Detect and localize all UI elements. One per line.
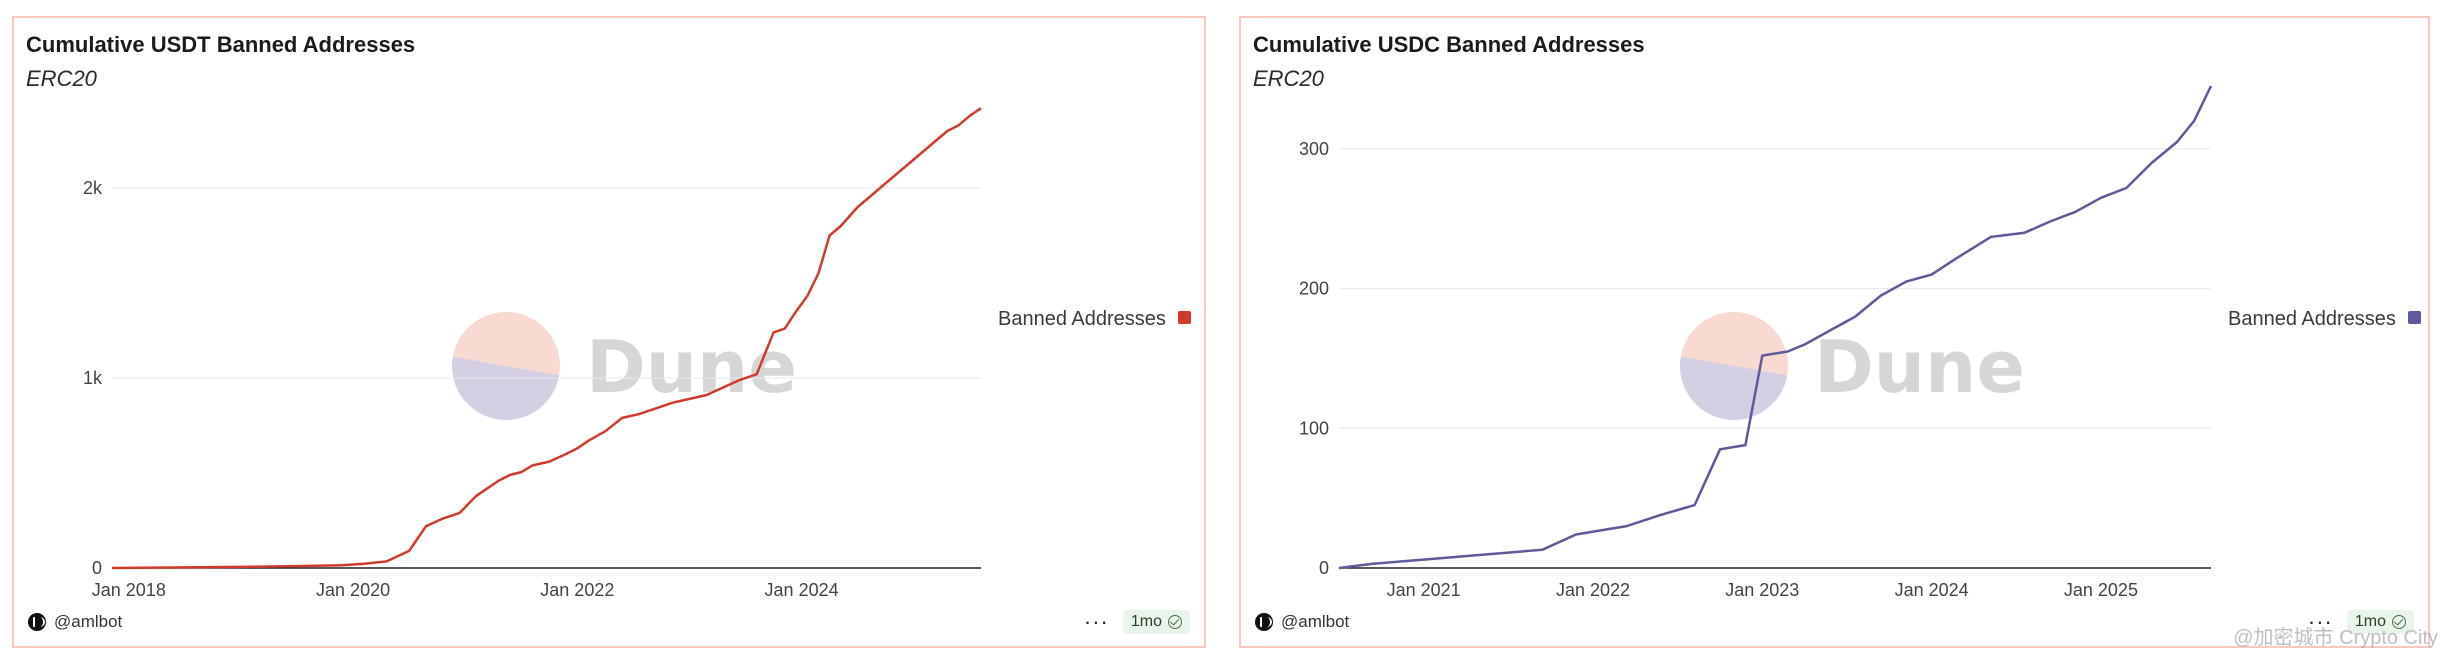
dune-logo-icon <box>1255 613 1273 631</box>
x-tick-label: Jan 2022 <box>540 580 614 600</box>
check-circle-icon <box>1168 615 1182 629</box>
x-tick-label: Jan 2021 <box>1387 580 1461 600</box>
y-tick-label: 0 <box>1319 558 1329 578</box>
x-tick-label: Jan 2020 <box>316 580 390 600</box>
more-options-icon[interactable]: ··· <box>1083 609 1109 634</box>
chart-footer: @amlbot <box>28 612 122 632</box>
y-tick-label: 1k <box>83 368 103 388</box>
chart-actions: ··· 1mo <box>2308 610 2414 634</box>
dune-watermark-text: Dune <box>1814 325 2025 409</box>
x-tick-label: Jan 2024 <box>1895 580 1969 600</box>
x-tick-label: Jan 2018 <box>92 580 166 600</box>
x-tick-label: Jan 2024 <box>765 580 839 600</box>
y-tick-label: 0 <box>92 558 102 578</box>
dune-watermark: Dune <box>452 312 797 420</box>
author-link[interactable]: @amlbot <box>1281 612 1350 631</box>
dune-watermark-logo-lower <box>452 356 560 420</box>
chart-subtitle: ERC20 <box>26 66 97 91</box>
x-tick-label: Jan 2023 <box>1725 580 1799 600</box>
y-tick-label: 2k <box>83 178 103 198</box>
legend-label: Banned Addresses <box>2228 308 2396 330</box>
y-tick-label: 300 <box>1299 139 1329 159</box>
legend-swatch <box>2408 311 2421 324</box>
chart-title: Cumulative USDT Banned Addresses <box>26 32 416 57</box>
check-circle-icon <box>2392 615 2406 629</box>
y-tick-label: 100 <box>1299 418 1329 438</box>
freshness-label: 1mo <box>2354 613 2386 630</box>
chart-canvas-usdc: Dune 0 100 200 300 Jan 2021 Jan 2022 Jan 2023 Ja… <box>1299 85 2421 600</box>
dune-logo-icon <box>28 613 46 631</box>
freshness-badge[interactable]: 1mo <box>2346 610 2414 634</box>
series-line <box>1338 85 2213 570</box>
freshness-badge[interactable]: 1mo <box>1122 610 1190 634</box>
more-options-icon[interactable]: ··· <box>2307 609 2333 634</box>
legend-label: Banned Addresses <box>998 308 1166 330</box>
chart-panel-usdc: Cumulative USDC Banned Addresses ERC20 D… <box>1239 16 2430 648</box>
freshness-label: 1mo <box>1130 613 1162 630</box>
dune-watermark: Dune <box>1680 312 2025 420</box>
author-link[interactable]: @amlbot <box>54 612 123 631</box>
series-line <box>111 107 982 570</box>
chart-footer: @amlbot <box>1255 612 1349 632</box>
y-tick-label: 200 <box>1299 279 1329 299</box>
chart-canvas-usdt: Dune 0 1k 2k Jan 2018 Jan 2020 Jan 2022 Jan 202… <box>83 107 1191 600</box>
legend-swatch <box>1178 311 1191 324</box>
chart-subtitle: ERC20 <box>1253 66 1324 91</box>
chart-panel-usdt: Cumulative USDT Banned Addresses ERC20 D… <box>12 16 1206 648</box>
chart-title: Cumulative USDC Banned Addresses <box>1253 32 1645 57</box>
x-tick-label: Jan 2025 <box>2064 580 2138 600</box>
dune-watermark-text: Dune <box>586 325 797 409</box>
page-watermark: @加密城市 Crypto City <box>2233 627 2438 649</box>
chart-actions: ··· 1mo <box>1084 610 1190 634</box>
x-tick-label: Jan 2022 <box>1556 580 1630 600</box>
